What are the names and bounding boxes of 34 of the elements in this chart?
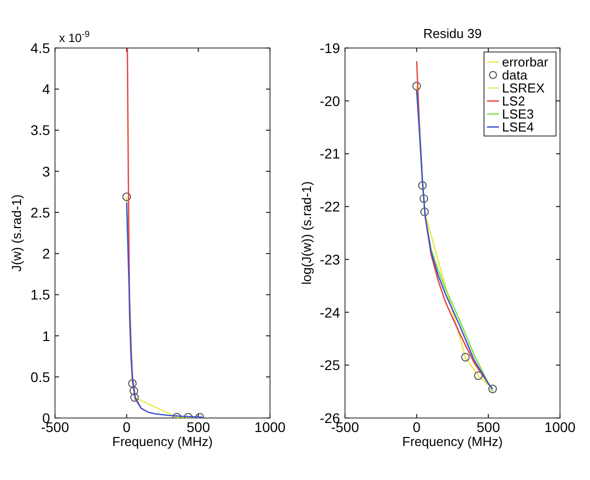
x-tick-label: 500 (476, 419, 500, 435)
legend-label: LSE3 (502, 106, 534, 122)
y-axis-title: log(J(w)) (s.rad-1) (299, 181, 314, 285)
y-tick-label: 2 (42, 246, 50, 262)
x-tick-label: 1000 (254, 419, 286, 435)
legend-label: LSREX (502, 80, 545, 96)
y-axis-title: J(w) (s.rad-1) (9, 194, 24, 272)
text: x 10$^{-9}$ (59, 29, 90, 45)
x-tick-label: 0 (122, 419, 131, 435)
legend-label: LS2 (502, 94, 526, 108)
chart-title: Residu 39 (423, 26, 482, 41)
y-tick-label: 1.5 (30, 286, 50, 303)
y-tick-label: -24 (320, 304, 340, 320)
legend-label: LSE4 (502, 120, 534, 134)
x-axis-title: Frequency (MHz) (402, 434, 503, 449)
y-tick-label: 4.5 (30, 40, 50, 56)
y-tick-label: -21 (320, 146, 340, 162)
y-tick-label: 1 (42, 328, 50, 344)
y-tick-label: -19 (320, 40, 340, 56)
y-tick-label: -20 (320, 92, 340, 109)
y-tick-label: 0.5 (30, 368, 50, 385)
legend-label: errorbar (502, 54, 549, 70)
y-tick-label: 3 (42, 163, 50, 180)
x-tick-label: 1000 (544, 419, 576, 435)
y-tick-label: 4 (42, 81, 50, 98)
y-tick-label: 3.5 (30, 122, 50, 138)
x-tick-label: 0 (412, 419, 421, 435)
x-axis-title: Frequency (MHz) (112, 434, 213, 449)
y-tick-label: -23 (320, 251, 340, 268)
y-tick-label: -25 (320, 357, 340, 374)
y-tick-label: 2.5 (30, 204, 50, 220)
legend-label: data (502, 68, 528, 82)
y-tick-label: -22 (320, 198, 340, 215)
x-tick-label: 500 (186, 419, 210, 435)
